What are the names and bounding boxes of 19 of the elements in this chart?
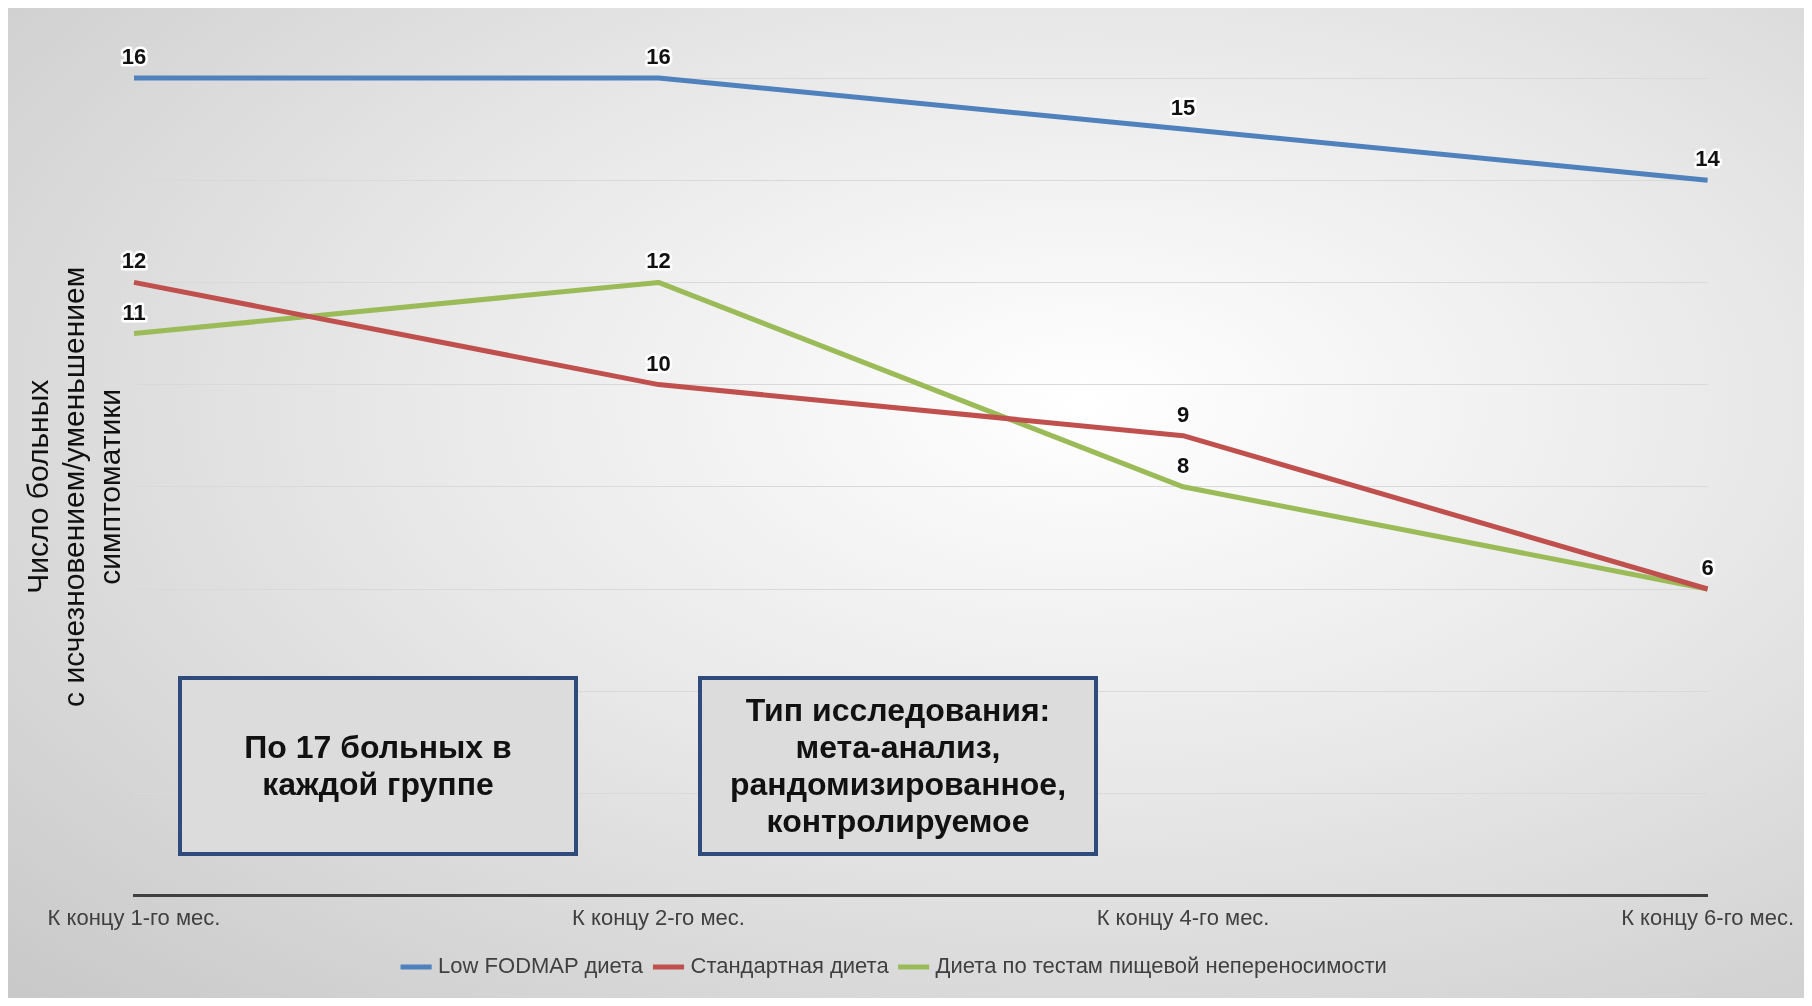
data-label: 16 xyxy=(646,44,671,70)
data-label: 9 xyxy=(1176,401,1190,427)
data-label: 6 xyxy=(1701,555,1714,581)
data-label: 10 xyxy=(646,350,671,376)
x-tick-label: К концу 2-го мес. xyxy=(572,904,745,930)
x-tick-label: К концу 1-го мес. xyxy=(47,904,221,930)
legend-label: Диета по тестам пищевой непереносимости xyxy=(935,953,1387,979)
data-label: 16 xyxy=(121,44,147,70)
annotation: По 17 больных в каждой группе xyxy=(243,729,513,803)
x-tick-label: К концу 4-го мес. xyxy=(1096,904,1270,930)
data-label: 14 xyxy=(1695,146,1721,172)
data-label: 12 xyxy=(646,248,671,274)
legend-label: Стандартная диета xyxy=(690,953,890,979)
data-label: 8 xyxy=(1176,452,1190,478)
data-label: 15 xyxy=(1170,95,1196,121)
annotation: Тип исследования: мета-анализ, рандомизированное, контролируемое xyxy=(728,692,1068,840)
x-tick-label: К концу 6-го мес. xyxy=(1621,904,1794,930)
legend-label: Low FODMAP диета xyxy=(438,953,644,979)
data-label: 12 xyxy=(121,248,147,274)
